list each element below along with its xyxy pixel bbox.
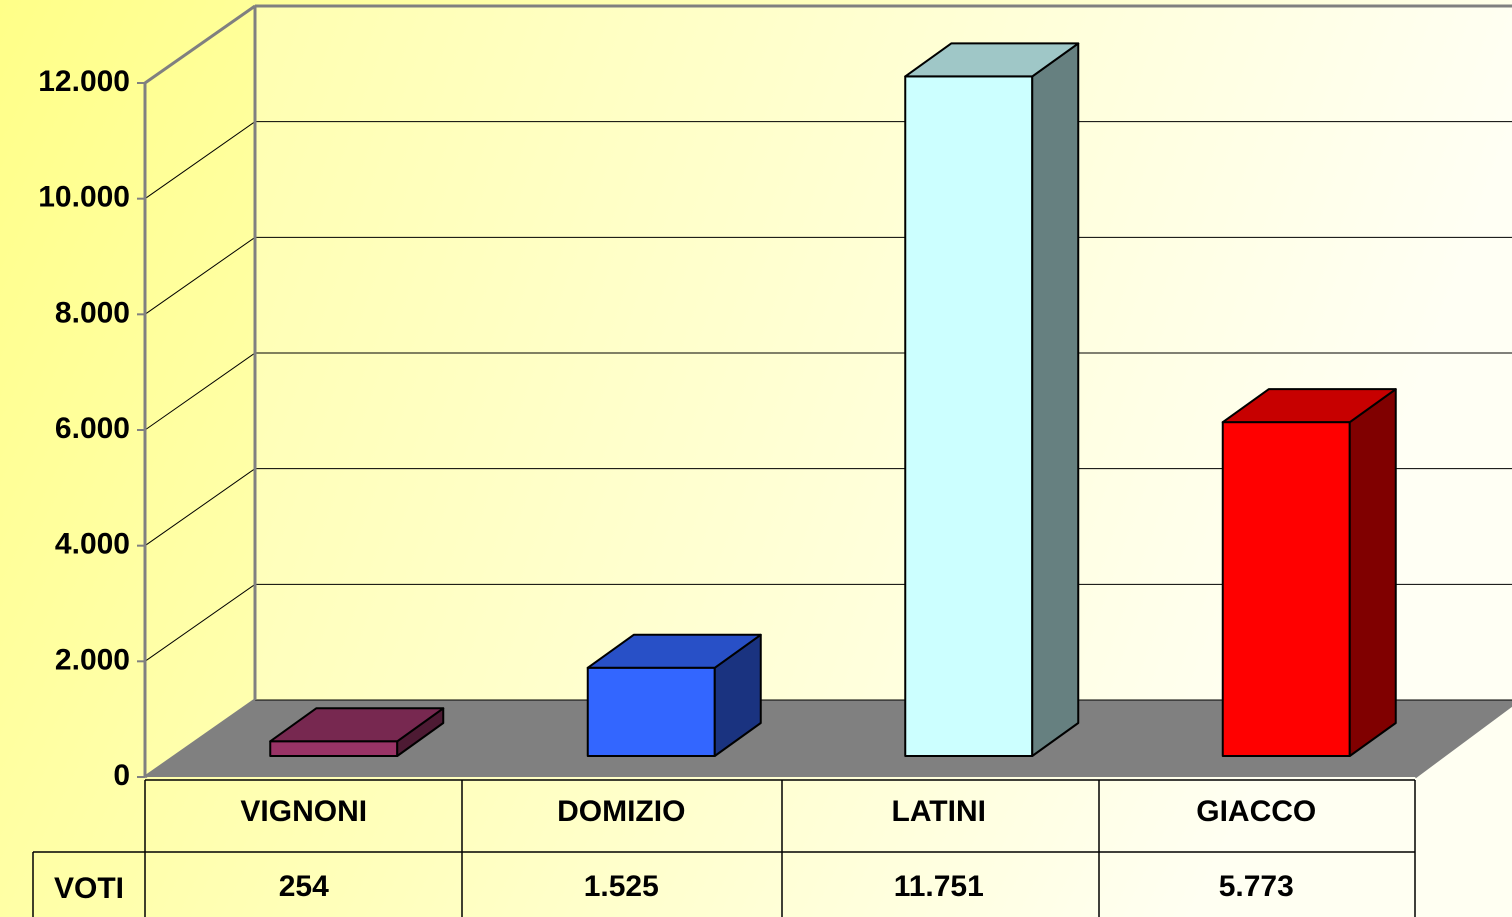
category-label: VIGNONI bbox=[240, 795, 367, 828]
category-label: DOMIZIO bbox=[557, 795, 685, 828]
y-tick-label: 0 bbox=[113, 759, 130, 792]
bar-top bbox=[1221, 388, 1397, 424]
floor bbox=[145, 700, 1512, 777]
series-name: VOTI bbox=[54, 872, 124, 905]
bar-front bbox=[269, 740, 399, 757]
bar-front bbox=[904, 75, 1034, 757]
bar-top bbox=[586, 633, 762, 669]
y-tick-label: 10.000 bbox=[38, 181, 130, 214]
bar-top bbox=[269, 707, 445, 743]
bar bbox=[1221, 388, 1397, 757]
bar bbox=[586, 633, 762, 757]
category-label: LATINI bbox=[892, 795, 986, 828]
y-tick-label: 12.000 bbox=[38, 65, 130, 98]
bar-front bbox=[1221, 421, 1351, 757]
y-tick-label: 8.000 bbox=[55, 296, 130, 329]
data-table bbox=[32, 779, 1416, 917]
y-tick-label: 6.000 bbox=[55, 412, 130, 445]
value-label: 254 bbox=[279, 870, 329, 903]
value-label: 1.525 bbox=[584, 870, 659, 903]
y-tick-label: 2.000 bbox=[55, 643, 130, 676]
bar-front bbox=[586, 666, 716, 757]
bar-top bbox=[904, 42, 1080, 78]
bar-side bbox=[1031, 42, 1080, 757]
bar-side bbox=[1348, 388, 1397, 757]
value-label: 11.751 bbox=[894, 870, 984, 903]
category-label: GIACCO bbox=[1196, 795, 1316, 828]
y-tick-label: 4.000 bbox=[55, 528, 130, 561]
value-label: 5.773 bbox=[1219, 870, 1294, 903]
bar bbox=[904, 42, 1080, 757]
bar bbox=[269, 707, 445, 757]
